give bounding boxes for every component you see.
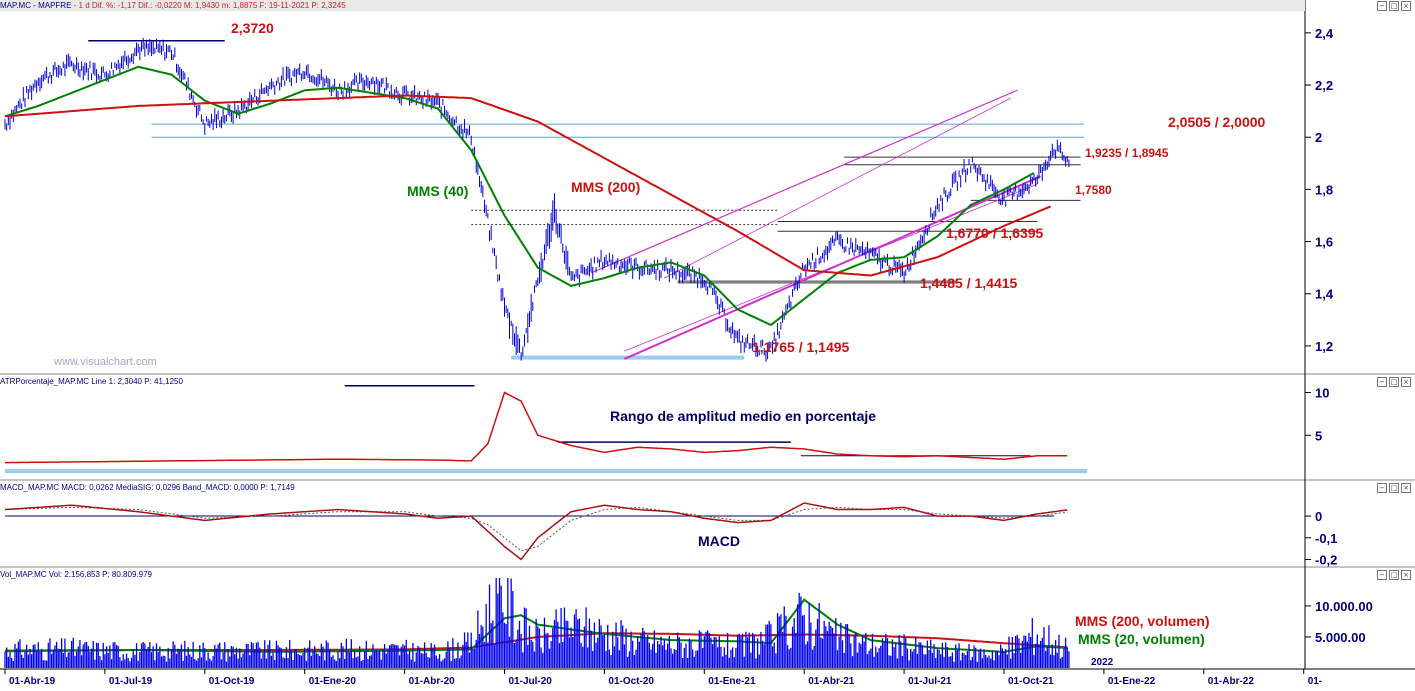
- mms200-line: [4, 94, 1051, 277]
- macd-line: [4, 502, 1068, 561]
- mms40-line: [4, 65, 1035, 327]
- y-tick-label: 1,2: [1315, 339, 1333, 354]
- x-tick-label: 01-Jul-21: [908, 676, 952, 687]
- minimize-icon[interactable]: −: [1377, 377, 1387, 387]
- price-level-label: 1,6770 / 1,6395: [946, 225, 1044, 241]
- minimize-icon[interactable]: −: [1377, 570, 1387, 580]
- y-tick-label: 1,6: [1315, 235, 1333, 250]
- mms40-label: MMS (40): [407, 183, 468, 199]
- close-icon[interactable]: ×: [1401, 377, 1411, 387]
- minimize-icon[interactable]: −: [1377, 1, 1387, 11]
- price-level-label: 1,1765 / 1,1495: [752, 339, 850, 355]
- vol-mms200-label: MMS (200, volumen): [1075, 613, 1210, 629]
- maximize-icon[interactable]: □: [1389, 1, 1399, 11]
- atr-window-controls: − □ ×: [1375, 377, 1411, 387]
- volume-window-controls: − □ ×: [1375, 570, 1411, 580]
- maximize-icon[interactable]: □: [1389, 377, 1399, 387]
- x-tick-label: 01-Ene-21: [708, 676, 756, 687]
- vol-mms20-label: MMS (20, volumen): [1078, 631, 1205, 647]
- y-tick-label: 2,2: [1315, 78, 1333, 93]
- price-level-label: 2,3720: [231, 20, 274, 36]
- atr-y-tick-label: 10: [1315, 386, 1329, 401]
- atr-panel-header: ATRPorcentaje_MAP.MC Line 1: 2,3040 P: 4…: [0, 377, 183, 386]
- minimize-icon[interactable]: −: [1377, 483, 1387, 493]
- channel-line: [590, 89, 1018, 274]
- y-tick-label: 2,4: [1315, 26, 1334, 41]
- price-level-label: 2,0505 / 2,0000: [1168, 114, 1266, 130]
- channel-line: [624, 183, 1038, 352]
- price-level-label: 1,7580: [1075, 183, 1112, 197]
- close-icon[interactable]: ×: [1401, 483, 1411, 493]
- x-tick-label: 01-Abr-20: [409, 676, 456, 687]
- maximize-icon[interactable]: □: [1389, 483, 1399, 493]
- x-year-label: 2022: [1091, 657, 1114, 668]
- vol-y-tick-label: 5.000.00: [1315, 630, 1366, 645]
- atr-title: Rango de amplitud medio en porcentaje: [610, 408, 876, 424]
- x-tick-label: 01-Abr-22: [1208, 676, 1255, 687]
- price-stats: - 1 d Dif. %: -1,17 Dif.: -0,0220 M: 1,9…: [73, 1, 346, 10]
- macd-title: MACD: [698, 533, 740, 549]
- vol-y-tick-label: 10.000.00: [1315, 599, 1373, 614]
- maximize-icon[interactable]: □: [1389, 570, 1399, 580]
- atr-line: [5, 391, 1068, 464]
- atr-y-tick-label: 5: [1315, 428, 1322, 443]
- y-tick-label: 1,4: [1315, 287, 1334, 302]
- x-tick-label: 01-Ene-20: [309, 676, 357, 687]
- x-tick-label: 01-Oct-19: [209, 676, 255, 687]
- macd-signal-line: [4, 506, 1068, 552]
- y-tick-label: 1,8: [1315, 182, 1333, 197]
- channel-line: [664, 97, 1011, 279]
- chart-labels: 2,4 2,2 2 1,8 1,6 1,4 1,2 2,3720 2,0505 / 2,0000…: [9, 20, 1373, 687]
- mms200-label: MMS (200): [571, 179, 640, 195]
- x-tick-label: 01-Jul-19: [109, 676, 153, 687]
- x-tick-label: 01-Ene-22: [1108, 676, 1156, 687]
- price-level-label: 1,9235 / 1,8945: [1085, 146, 1169, 160]
- x-tick-label: 01-: [1308, 676, 1322, 687]
- trend-channel: [590, 89, 1042, 360]
- price-window-controls: − □ ×: [1375, 1, 1411, 11]
- price-level-lines: [88, 39, 1084, 360]
- x-tick-label: 01-Oct-21: [1008, 676, 1054, 687]
- price-panel-header: MAP.MC - MAPFRE - 1 d Dif. %: -1,17 Dif.…: [0, 0, 1305, 11]
- volume-bars: [4, 578, 1070, 668]
- x-tick-label: 01-Jul-20: [509, 676, 553, 687]
- price-gridlines: [4, 32, 1311, 674]
- watermark: www.visualchart.com: [54, 356, 157, 368]
- x-tick-label: 01-Oct-20: [608, 676, 654, 687]
- close-icon[interactable]: ×: [1401, 1, 1411, 11]
- macd-panel-header: MACD_MAP.MC MACD: 0,0262 MediaSIG: 0,029…: [0, 483, 295, 492]
- price-bars: [4, 37, 1070, 362]
- panel-frames: [0, 0, 1415, 670]
- channel-line: [623, 175, 1042, 360]
- macd-y-tick-label: -0,1: [1315, 531, 1337, 546]
- price-symbol: MAP.MC - MAPFRE: [0, 1, 72, 10]
- x-tick-label: 01-Abr-19: [9, 676, 56, 687]
- macd-y-tick-label: 0: [1315, 509, 1322, 524]
- volume-panel-header: Vol_MAP.MC Vol: 2.156.853 P: 80.809.979: [0, 570, 152, 579]
- price-level-label: 1,4485 / 1,4415: [920, 275, 1018, 291]
- close-icon[interactable]: ×: [1401, 570, 1411, 580]
- x-tick-label: 01-Abr-21: [808, 676, 855, 687]
- y-tick-label: 2: [1315, 130, 1322, 145]
- macd-y-tick-label: -0,2: [1315, 552, 1337, 567]
- macd-window-controls: − □ ×: [1375, 483, 1411, 493]
- indicator-lines: [4, 384, 1088, 561]
